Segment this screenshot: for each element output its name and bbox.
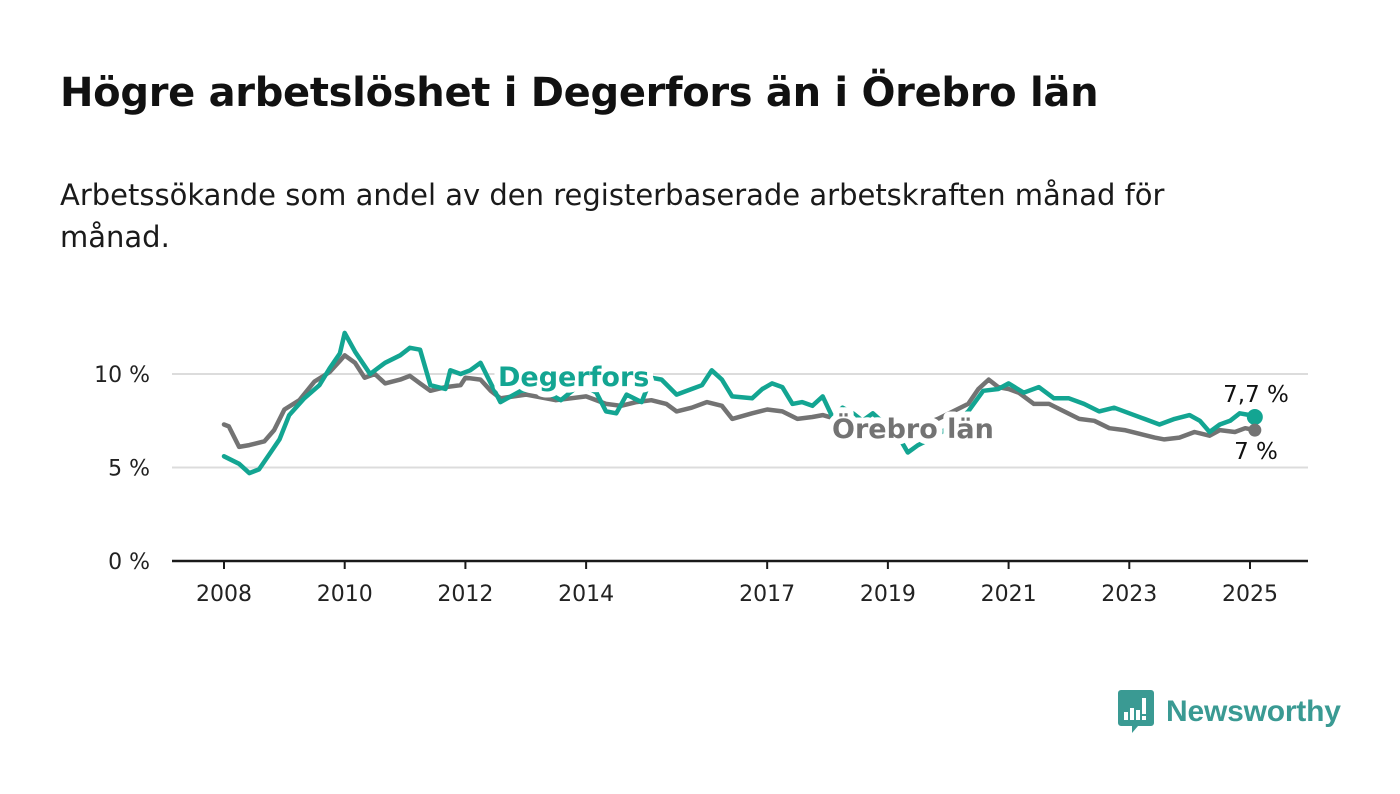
grid-lines <box>172 373 1308 469</box>
series-line-orebro-lan <box>221 353 1258 450</box>
brand-name: Newsworthy <box>1166 695 1341 728</box>
x-axis: 2008 2010 2012 2014 2017 2019 2021 2023 2025 <box>172 559 1308 607</box>
x-tick-label: 2025 <box>1222 582 1278 607</box>
x-tick-label: 2010 <box>317 582 373 607</box>
chart-title: Högre arbetslöshet i Degerfors än i Öreb… <box>60 70 1099 116</box>
series-label-orebro-lan: Örebro län <box>832 412 994 445</box>
end-label-orebro-lan-halo: 7 % <box>1234 439 1278 465</box>
end-marker-orebro-lan <box>1248 423 1262 437</box>
chart-subtitle: Arbetssökande som andel av den registerb… <box>60 178 1165 254</box>
end-label-degerfors-halo: 7,7 % <box>1223 382 1289 408</box>
x-tick-label: 2019 <box>860 582 916 607</box>
series-line-degerfors <box>221 330 1258 476</box>
end-label-degerfors: 7,7 % <box>1223 382 1289 408</box>
x-tick-label: 2023 <box>1101 582 1157 607</box>
y-tick-label: 10 % <box>94 363 150 388</box>
x-tick-label: 2017 <box>739 582 795 607</box>
series-label-degerfors-halo: Degerfors <box>498 362 649 393</box>
x-tick-label: 2014 <box>558 582 614 607</box>
brand-logo: Newsworthy <box>1118 690 1341 734</box>
series-label-degerfors: Degerfors <box>498 362 649 393</box>
y-axis-ticks: 0 % 5 % 10 % <box>94 363 150 575</box>
end-marker-degerfors <box>1246 409 1263 426</box>
newsworthy-logo-icon <box>1118 690 1154 733</box>
x-tick-label: 2008 <box>196 582 252 607</box>
x-tick-label: 2021 <box>981 582 1037 607</box>
y-tick-label: 0 % <box>108 550 150 575</box>
series-label-orebro-lan-halo: Örebro län <box>832 412 994 445</box>
series-lines <box>221 330 1263 476</box>
x-tick-label: 2012 <box>437 582 493 607</box>
y-tick-label: 5 % <box>108 457 150 482</box>
end-label-orebro-lan: 7 % <box>1234 439 1278 465</box>
